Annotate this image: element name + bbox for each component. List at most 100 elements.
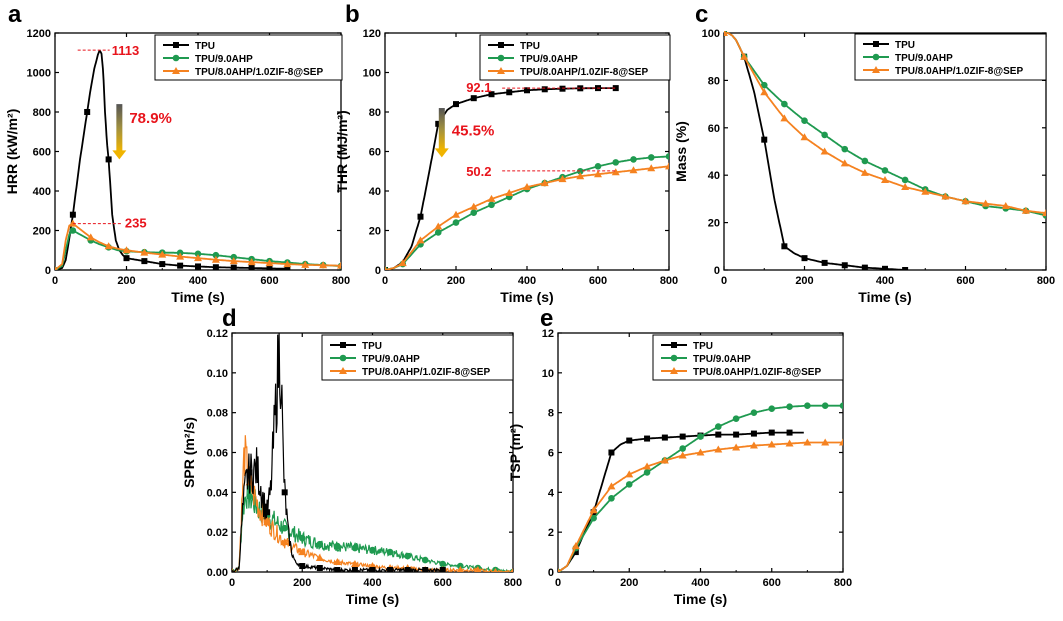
peak-value-label: 235 bbox=[125, 216, 147, 231]
x-tick-label: 600 bbox=[763, 577, 781, 589]
data-point bbox=[647, 154, 655, 161]
panel-letter: e bbox=[540, 305, 553, 332]
y-tick-label: 40 bbox=[369, 186, 381, 198]
peak-value-label: 1113 bbox=[112, 43, 140, 58]
data-point bbox=[724, 31, 728, 36]
data-point bbox=[612, 159, 620, 166]
series-zif bbox=[558, 438, 843, 572]
reduction-arrow-icon bbox=[438, 108, 445, 150]
data-point bbox=[264, 509, 271, 516]
y-tick-label: 80 bbox=[708, 75, 720, 87]
legend: TPU TPU/9.0AHP TPU/8.0AHP/1.0ZIF-8@SEP bbox=[154, 34, 343, 81]
series-line bbox=[385, 155, 669, 270]
y-tick-label: 0.12 bbox=[207, 328, 228, 340]
data-point bbox=[212, 264, 219, 270]
data-point bbox=[1042, 209, 1046, 217]
data-point bbox=[767, 440, 776, 448]
y-axis-title: Mass (%) bbox=[673, 121, 689, 182]
data-point bbox=[781, 100, 788, 108]
legend-entry: TPU/8.0AHP/1.0ZIF-8@SEP bbox=[362, 367, 490, 378]
y-tick-label: 0 bbox=[375, 265, 381, 277]
data-point bbox=[456, 566, 464, 572]
data-point bbox=[369, 567, 376, 572]
data-point bbox=[158, 250, 167, 258]
legend-marker bbox=[497, 54, 505, 62]
data-point bbox=[301, 260, 310, 268]
series-tpu bbox=[724, 31, 909, 270]
y-tick-label: 0.04 bbox=[207, 487, 229, 499]
legend-marker bbox=[498, 42, 504, 48]
data-point bbox=[263, 518, 272, 526]
data-point bbox=[576, 167, 584, 175]
data-point bbox=[768, 429, 775, 436]
data-point bbox=[589, 506, 598, 514]
data-point bbox=[69, 227, 77, 234]
y-tick-label: 0.06 bbox=[207, 448, 228, 460]
data-point bbox=[786, 403, 793, 410]
data-point bbox=[488, 201, 495, 209]
data-point bbox=[452, 210, 460, 218]
data-point bbox=[159, 261, 166, 268]
x-tick-label: 600 bbox=[260, 275, 278, 287]
y-tick-label: 800 bbox=[33, 107, 51, 119]
data-point bbox=[385, 266, 388, 270]
data-point bbox=[594, 170, 602, 178]
data-point bbox=[577, 85, 584, 92]
x-tick-label: 0 bbox=[229, 577, 235, 589]
data-point bbox=[211, 255, 220, 263]
data-point bbox=[246, 493, 253, 500]
y-tick-label: 0.02 bbox=[207, 527, 228, 539]
y-tick-label: 0.00 bbox=[207, 567, 228, 579]
legend-entry: TPU/8.0AHP/1.0ZIF-8@SEP bbox=[195, 67, 323, 78]
y-tick-label: 2 bbox=[548, 527, 554, 539]
panel-letter: c bbox=[695, 1, 708, 28]
total-value-label: 50.2 bbox=[466, 164, 491, 179]
data-point bbox=[69, 211, 76, 218]
x-tick-label: 0 bbox=[382, 275, 388, 287]
legend-entry: TPU bbox=[362, 341, 382, 352]
x-tick-label: 600 bbox=[434, 577, 452, 589]
data-point bbox=[247, 258, 256, 266]
data-point bbox=[781, 243, 788, 250]
data-point bbox=[679, 445, 686, 452]
legend-entry: TPU/9.0AHP bbox=[362, 354, 420, 365]
legend-marker bbox=[670, 367, 678, 374]
data-point bbox=[732, 443, 741, 451]
data-point bbox=[104, 242, 113, 250]
data-point bbox=[351, 544, 359, 552]
data-point bbox=[404, 567, 411, 572]
legend: TPU TPU/9.0AHP TPU/8.0AHP/1.0ZIF-8@SEP bbox=[854, 33, 1047, 81]
data-point bbox=[493, 568, 498, 572]
y-tick-label: 0 bbox=[548, 567, 554, 579]
y-tick-label: 100 bbox=[702, 28, 720, 40]
data-point bbox=[469, 202, 478, 210]
y-tick-label: 0.10 bbox=[207, 368, 228, 380]
data-point bbox=[678, 451, 687, 459]
data-point bbox=[785, 439, 794, 447]
panel-letter: d bbox=[222, 305, 237, 332]
data-point bbox=[804, 402, 811, 409]
x-tick-label: 200 bbox=[117, 275, 135, 287]
data-point bbox=[558, 568, 561, 572]
series-tpu bbox=[55, 49, 291, 270]
x-tick-label: 800 bbox=[834, 577, 852, 589]
data-point bbox=[841, 145, 849, 153]
legend-marker bbox=[872, 66, 880, 73]
x-tick-label: 400 bbox=[518, 275, 536, 287]
x-tick-label: 800 bbox=[1037, 275, 1055, 287]
legend-marker bbox=[872, 53, 880, 61]
x-tick-label: 0 bbox=[721, 275, 727, 287]
data-point bbox=[470, 209, 478, 217]
data-point bbox=[572, 549, 579, 556]
y-axis-title: THR (MJ/m²) bbox=[334, 110, 350, 192]
data-point bbox=[643, 462, 652, 470]
data-point bbox=[439, 567, 446, 572]
data-point bbox=[86, 233, 95, 241]
x-tick-label: 600 bbox=[589, 275, 607, 287]
chart-panel-e: e 0 200 400 600 800 0 2 4 6 8 10 12 Time (s) TSP (m²) T… bbox=[507, 305, 852, 607]
data-point bbox=[841, 262, 848, 269]
data-point bbox=[840, 159, 849, 167]
data-point bbox=[630, 156, 637, 163]
data-point bbox=[660, 456, 669, 464]
data-point bbox=[625, 481, 633, 488]
